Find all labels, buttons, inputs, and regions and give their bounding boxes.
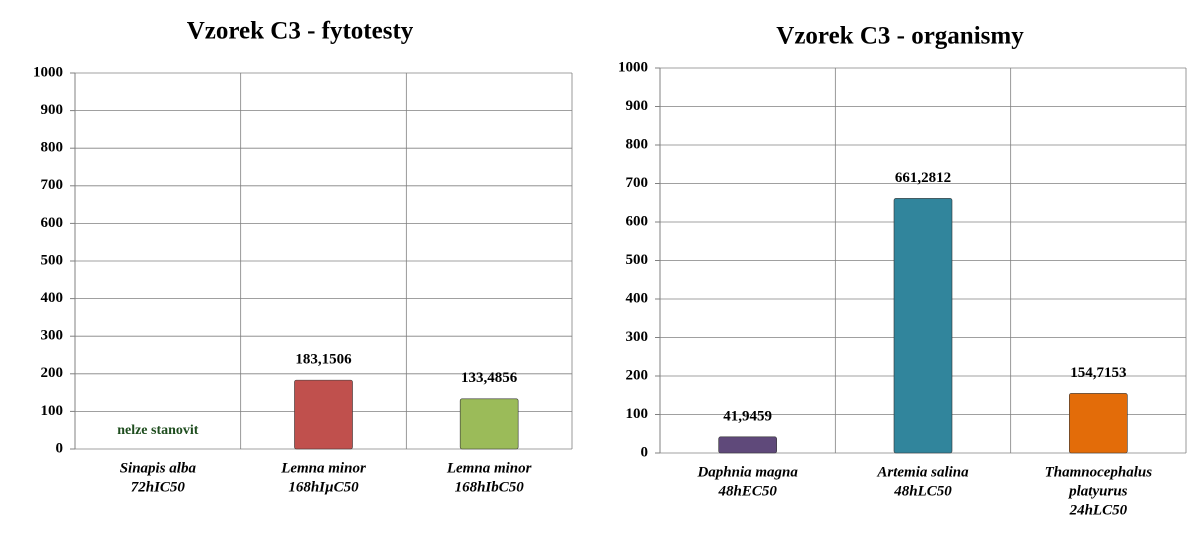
y-tick-label: 900	[41, 102, 64, 118]
y-tick-label: 200	[41, 365, 64, 381]
y-tick-label: 200	[626, 367, 649, 383]
value-label: 41,9459	[723, 408, 772, 424]
x-tick-label: Daphnia magna	[696, 464, 798, 480]
y-tick-label: 100	[41, 403, 64, 419]
value-label: 661,2812	[895, 170, 951, 186]
bar	[459, 398, 519, 450]
y-tick-label: 1000	[33, 64, 63, 80]
x-tick-label: 48hLC50	[893, 483, 952, 499]
y-tick-label: 800	[41, 140, 64, 156]
x-tick-label: 168hIbC50	[455, 479, 525, 495]
value-label: 154,7153	[1070, 365, 1126, 381]
x-tick-label: 48hEC50	[717, 483, 777, 499]
y-tick-label: 300	[626, 329, 649, 345]
chart-title: Vzorek C3 - organismy	[776, 23, 1024, 50]
y-tick-label: 400	[626, 290, 649, 306]
chart-title: Vzorek C3 - fytotesty	[187, 18, 414, 45]
x-tick-label: 72hIC50	[131, 479, 186, 495]
x-tick-label: Lemna minor	[280, 460, 366, 476]
y-tick-label: 500	[41, 252, 64, 268]
x-tick-label: Artemia salina	[876, 464, 969, 480]
x-tick-label: 168hIµC50	[288, 479, 359, 495]
bar	[1069, 393, 1128, 454]
x-tick-label: 24hLC50	[1069, 502, 1128, 518]
y-tick-label: 0	[641, 444, 649, 460]
y-tick-label: 1000	[618, 59, 648, 75]
x-tick-label: platyurus	[1067, 483, 1128, 499]
y-tick-label: 300	[41, 328, 64, 344]
y-tick-label: 400	[41, 290, 64, 306]
y-tick-label: 600	[626, 213, 649, 229]
bar	[294, 379, 353, 450]
bar	[718, 436, 777, 454]
value-label: 183,1506	[295, 352, 352, 368]
y-tick-label: 800	[626, 136, 649, 152]
y-tick-label: 700	[626, 175, 649, 191]
y-tick-label: 500	[626, 252, 649, 268]
y-tick-label: 700	[41, 177, 64, 193]
annotation: nelze stanovit	[117, 423, 199, 438]
value-label: 133,4856	[461, 370, 518, 386]
y-tick-label: 900	[626, 98, 649, 114]
bar	[893, 198, 953, 454]
x-tick-label: Thamnocephalus	[1045, 464, 1153, 480]
y-tick-label: 0	[56, 440, 64, 456]
x-tick-label: Lemna minor	[446, 460, 532, 476]
y-tick-label: 100	[626, 406, 649, 422]
y-tick-label: 600	[41, 215, 64, 231]
x-tick-label: Sinapis alba	[120, 460, 197, 476]
